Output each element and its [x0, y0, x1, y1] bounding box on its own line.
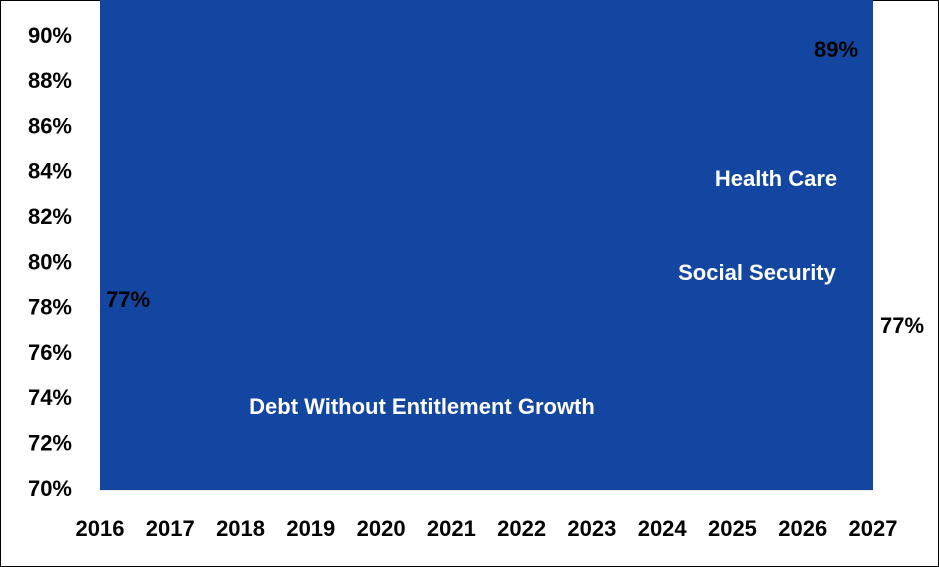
y-tick-label: 74%: [28, 385, 72, 410]
series-label: Social Security: [678, 260, 837, 285]
x-tick-label: 2018: [216, 516, 265, 541]
x-tick-label: 2016: [76, 516, 125, 541]
annotation: 89%: [814, 37, 858, 62]
x-tick-label: 2025: [708, 516, 757, 541]
y-tick-label: 70%: [28, 476, 72, 501]
x-tick-label: 2020: [357, 516, 406, 541]
series-label: Debt Without Entitlement Growth: [249, 394, 595, 419]
y-tick-label: 80%: [28, 249, 72, 274]
series-label: Health Care: [715, 166, 837, 191]
y-tick-label: 76%: [28, 340, 72, 365]
y-tick-label: 78%: [28, 295, 72, 320]
y-tick-label: 72%: [28, 431, 72, 456]
y-tick-label: 86%: [28, 113, 72, 138]
x-tick-label: 2027: [849, 516, 898, 541]
area: [100, 0, 873, 490]
x-tick-label: 2026: [778, 516, 827, 541]
y-tick-label: 84%: [28, 159, 72, 184]
y-tick-label: 88%: [28, 68, 72, 93]
y-tick-label: 82%: [28, 204, 72, 229]
x-tick-label: 2024: [638, 516, 688, 541]
x-tick-label: 2017: [146, 516, 195, 541]
x-tick-label: 2021: [427, 516, 476, 541]
annotation: 77%: [106, 287, 150, 312]
annotation: 77%: [880, 313, 924, 338]
x-tick-label: 2022: [497, 516, 546, 541]
y-tick-label: 90%: [28, 23, 72, 48]
x-tick-label: 2019: [286, 516, 335, 541]
x-tick-label: 2023: [567, 516, 616, 541]
